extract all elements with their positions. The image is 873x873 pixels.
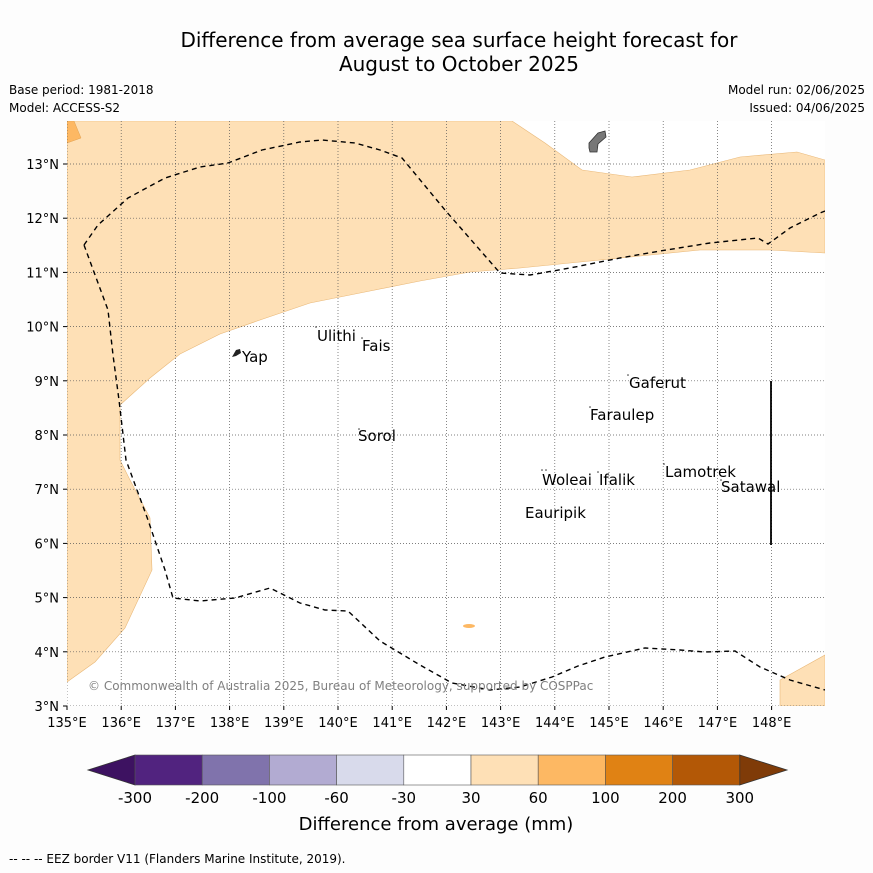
colorbar-swatch xyxy=(269,754,337,786)
x-tick-label: 146°E xyxy=(643,716,683,731)
colorbar-tick-label: 100 xyxy=(591,789,620,807)
label-eauripik: Eauripik xyxy=(525,504,586,522)
colorbar-tick-label: 60 xyxy=(529,789,548,807)
meta-right: Model run: 02/06/2025 Issued: 04/06/2025 xyxy=(728,81,865,117)
model-name: Model: ACCESS-S2 xyxy=(9,101,121,115)
label-fais: Fais xyxy=(362,337,391,355)
colorbar-swatch xyxy=(537,754,606,786)
anomaly-region-north xyxy=(67,121,825,683)
gridlines xyxy=(67,121,825,706)
x-tick-label: 136°E xyxy=(101,716,141,731)
x-tick-label: 138°E xyxy=(210,716,250,731)
anomaly-patch-small xyxy=(463,624,475,628)
y-tick-label: 3°N xyxy=(35,700,60,715)
x-axis-ticks: 135°E 136°E 137°E 138°E 139°E 140°E 141°E 142°E… xyxy=(47,706,791,731)
colorbar-tick-label: -100 xyxy=(252,789,286,807)
y-tick-label: 4°N xyxy=(35,646,60,661)
title-line-1: Difference from average sea surface heig… xyxy=(180,28,738,52)
footer-note: -- -- -- EEZ border V11 (Flanders Marine… xyxy=(9,852,346,866)
x-tick-label: 145°E xyxy=(589,716,629,731)
base-period: Base period: 1981-2018 xyxy=(9,83,154,97)
island-dots xyxy=(315,326,722,481)
label-satawal: Satawal xyxy=(721,478,780,496)
y-tick-label: 10°N xyxy=(26,321,59,336)
y-tick-label: 8°N xyxy=(35,429,60,444)
x-tick-label: 144°E xyxy=(535,716,575,731)
colorbar: -300 -200 -100 -60 -30 30 60 100 200 300 xyxy=(86,754,789,807)
label-yap: Yap xyxy=(241,348,268,366)
x-tick-label: 147°E xyxy=(698,716,738,731)
title-line-2: August to October 2025 xyxy=(338,52,580,76)
x-tick-label: 143°E xyxy=(481,716,521,731)
x-tick-label: 148°E xyxy=(752,716,792,731)
colorbar-label: Difference from average (mm) xyxy=(299,814,574,835)
colorbar-tick-label: -60 xyxy=(324,789,349,807)
x-tick-label: 135°E xyxy=(47,716,87,731)
model-run: Model run: 02/06/2025 xyxy=(727,83,865,97)
y-tick-label: 11°N xyxy=(26,266,59,281)
y-tick-label: 12°N xyxy=(26,212,59,227)
colorbar-tick-label: 30 xyxy=(461,789,480,807)
label-gaferut: Gaferut xyxy=(629,374,686,392)
colorbar-tick-label: -30 xyxy=(392,789,417,807)
colorbar-swatch xyxy=(201,754,270,786)
issued-date: Issued: 04/06/2025 xyxy=(749,101,865,115)
x-tick-label: 141°E xyxy=(372,716,412,731)
label-lamotrek: Lamotrek xyxy=(665,463,736,481)
colorbar-extend-low xyxy=(86,754,136,786)
x-tick-label: 142°E xyxy=(427,716,467,731)
colorbar-swatch xyxy=(470,754,539,786)
x-tick-label: 140°E xyxy=(318,716,358,731)
colorbar-tick-label: 300 xyxy=(725,789,754,807)
meta-left: Base period: 1981-2018 Model: ACCESS-S2 xyxy=(9,81,154,117)
colorbar-swatch xyxy=(336,754,405,786)
x-tick-label: 139°E xyxy=(264,716,304,731)
y-tick-label: 7°N xyxy=(35,483,60,498)
map-title: Difference from average sea surface heig… xyxy=(0,28,873,76)
island-yap xyxy=(232,349,241,357)
colorbar-swatch xyxy=(134,754,203,786)
anomaly-patch-topleft xyxy=(67,121,82,144)
colorbar-extend-high xyxy=(739,754,789,786)
y-tick-label: 13°N xyxy=(26,158,59,173)
y-tick-label: 5°N xyxy=(35,592,60,607)
anomaly-region-southeast xyxy=(779,654,825,706)
colorbar-swatch xyxy=(672,754,741,786)
label-ifalik: Ifalik xyxy=(599,471,635,489)
y-tick-label: 6°N xyxy=(35,537,60,552)
label-sorol: Sorol xyxy=(358,427,396,445)
colorbar-swatch xyxy=(403,754,472,786)
label-faraulep: Faraulep xyxy=(590,406,654,424)
colorbar-tick-label: 200 xyxy=(658,789,687,807)
label-woleai: Woleai xyxy=(542,471,592,489)
eez-border xyxy=(83,139,825,691)
colorbar-tick-label: -200 xyxy=(185,789,219,807)
label-ulithi: Ulithi xyxy=(317,327,356,345)
colorbar-tick-label: -300 xyxy=(118,789,152,807)
colorbar-swatch xyxy=(605,754,673,786)
x-tick-label: 137°E xyxy=(156,716,196,731)
island-guam xyxy=(588,130,607,153)
y-axis-ticks: 13°N 12°N 11°N 10°N 9°N 8°N 7°N 6°N 5°N 4°N 3°N xyxy=(26,158,67,715)
copyright-notice: © Commonwealth of Australia 2025, Bureau… xyxy=(88,679,593,693)
y-tick-label: 9°N xyxy=(35,375,60,390)
